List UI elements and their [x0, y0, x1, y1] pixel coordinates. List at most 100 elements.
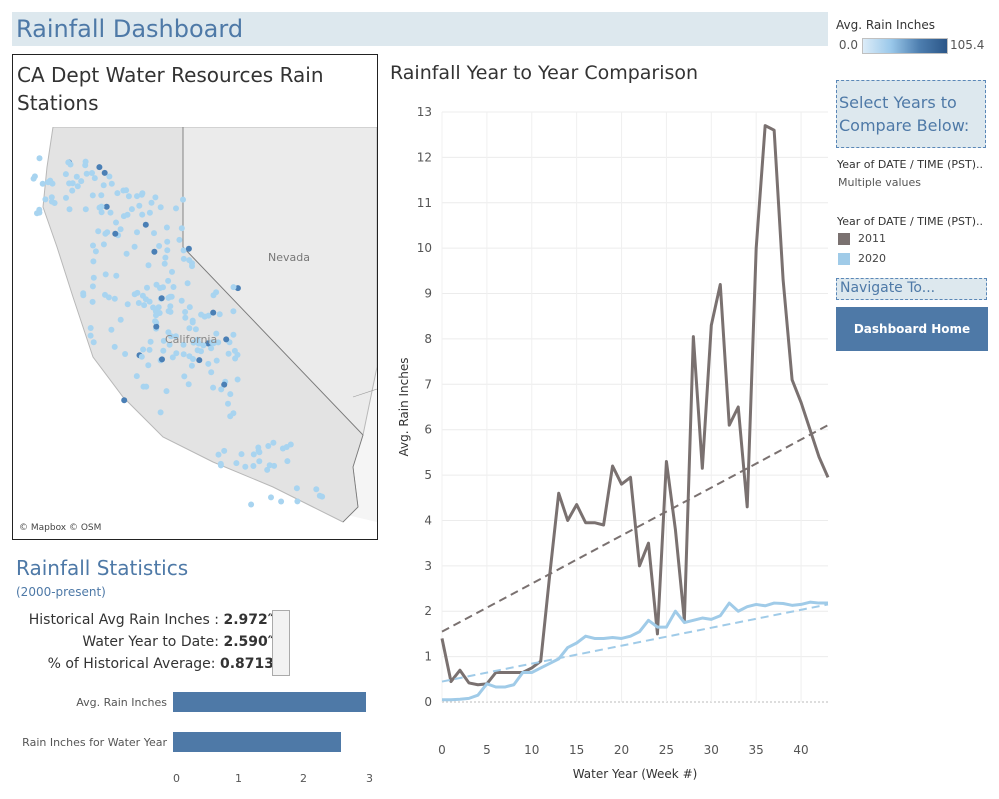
rain-station-dot[interactable]: [51, 200, 58, 206]
rain-station-dot[interactable]: [185, 381, 192, 388]
rain-station-dot[interactable]: [145, 262, 152, 269]
rain-station-dot[interactable]: [213, 330, 220, 337]
rain-station-dot[interactable]: [182, 314, 189, 321]
rain-station-dot[interactable]: [181, 373, 188, 380]
rain-station-dot[interactable]: [180, 247, 187, 254]
rain-station-dot[interactable]: [62, 171, 69, 178]
rain-station-dot[interactable]: [48, 194, 55, 201]
rain-station-dot[interactable]: [223, 336, 230, 343]
rain-station-dot[interactable]: [140, 383, 147, 390]
rain-station-dot[interactable]: [90, 242, 96, 249]
rain-station-dot[interactable]: [169, 354, 176, 361]
rain-station-dot[interactable]: [100, 182, 107, 189]
map-attribution[interactable]: © Mapbox © OSM: [19, 523, 102, 533]
rain-station-dot[interactable]: [232, 355, 239, 362]
rain-station-dot[interactable]: [101, 169, 108, 176]
rain-station-dot[interactable]: [120, 213, 127, 220]
rain-station-dot[interactable]: [135, 300, 142, 306]
rain-station-dot[interactable]: [161, 260, 168, 267]
rain-station-dot[interactable]: [196, 357, 203, 364]
rain-station-dot[interactable]: [225, 350, 232, 357]
rain-station-dot[interactable]: [319, 493, 326, 500]
rain-station-dot[interactable]: [178, 225, 185, 232]
rain-station-dot[interactable]: [134, 193, 140, 200]
rain-station-dot[interactable]: [242, 463, 249, 470]
rain-station-dot[interactable]: [271, 462, 278, 469]
rain-station-dot[interactable]: [150, 304, 157, 311]
rain-station-dot[interactable]: [128, 206, 135, 213]
rain-station-dot[interactable]: [78, 178, 85, 185]
rain-station-dot[interactable]: [104, 229, 111, 236]
rain-station-dot[interactable]: [162, 254, 169, 261]
rain-station-dot[interactable]: [138, 353, 145, 360]
rain-station-dot[interactable]: [231, 347, 238, 354]
rain-station-dot[interactable]: [208, 345, 215, 352]
year-filter-dropdown[interactable]: Multiple values: [838, 176, 921, 189]
rain-station-dot[interactable]: [213, 289, 220, 296]
rain-station-dot[interactable]: [167, 303, 174, 310]
rain-station-dot[interactable]: [125, 193, 132, 200]
rain-station-dot[interactable]: [112, 230, 119, 237]
rain-station-dot[interactable]: [255, 444, 262, 451]
rain-station-dot[interactable]: [140, 346, 147, 353]
rain-station-dot[interactable]: [160, 337, 167, 344]
rain-station-dot[interactable]: [225, 400, 231, 407]
rain-station-dot[interactable]: [89, 283, 96, 290]
rain-station-dot[interactable]: [157, 204, 164, 211]
rain-station-dot[interactable]: [156, 310, 163, 316]
rain-station-dot[interactable]: [227, 391, 234, 398]
rain-station-dot[interactable]: [217, 462, 224, 469]
rain-station-dot[interactable]: [136, 202, 143, 209]
rain-station-dot[interactable]: [39, 180, 46, 187]
rain-station-dot[interactable]: [189, 319, 196, 326]
rain-station-dot[interactable]: [157, 409, 164, 416]
rain-station-dot[interactable]: [98, 209, 105, 216]
rain-station-dot[interactable]: [153, 281, 160, 288]
rain-station-dot[interactable]: [184, 280, 191, 287]
rain-station-dot[interactable]: [230, 410, 237, 417]
rain-station-dot[interactable]: [250, 451, 257, 458]
rain-station-dot[interactable]: [90, 274, 97, 281]
year-2020-swatch[interactable]: [838, 253, 850, 265]
rain-station-dot[interactable]: [165, 329, 172, 336]
rain-station-dot[interactable]: [198, 348, 204, 355]
rain-station-dot[interactable]: [180, 196, 186, 203]
rain-station-dot[interactable]: [210, 384, 217, 391]
rain-station-dot[interactable]: [190, 356, 196, 362]
rain-station-dot[interactable]: [138, 191, 145, 198]
rain-station-dot[interactable]: [200, 342, 207, 349]
rain-station-dot[interactable]: [173, 205, 179, 212]
rain-station-dot[interactable]: [108, 326, 115, 333]
rain-station-dot[interactable]: [124, 301, 131, 308]
rain-station-dot[interactable]: [142, 296, 149, 303]
rain-station-dot[interactable]: [80, 292, 87, 299]
rain-station-dot[interactable]: [95, 228, 102, 235]
rain-station-dot[interactable]: [103, 203, 110, 210]
rain-station-dot[interactable]: [111, 295, 118, 302]
rain-station-dot[interactable]: [67, 161, 74, 168]
rain-station-dot[interactable]: [164, 238, 171, 245]
rain-station-dot[interactable]: [114, 190, 121, 197]
rain-station-dot[interactable]: [151, 230, 157, 237]
rain-station-dot[interactable]: [102, 271, 109, 278]
rain-station-dot[interactable]: [113, 272, 120, 279]
rain-station-dot[interactable]: [90, 339, 97, 346]
rain-station-dot[interactable]: [139, 211, 146, 218]
rain-station-dot[interactable]: [208, 369, 215, 376]
rain-station-dot[interactable]: [148, 199, 155, 206]
rain-station-dot[interactable]: [205, 360, 212, 367]
rain-station-dot[interactable]: [123, 250, 130, 257]
rain-station-dot[interactable]: [141, 302, 148, 309]
rain-station-dot[interactable]: [170, 284, 177, 290]
rain-station-dot[interactable]: [186, 325, 193, 332]
rain-station-dot[interactable]: [122, 351, 129, 357]
rain-station-dot[interactable]: [185, 245, 192, 252]
rain-station-dot[interactable]: [159, 356, 165, 363]
year-2011-swatch[interactable]: [838, 233, 850, 245]
rain-station-dot[interactable]: [145, 362, 152, 369]
rain-station-dot[interactable]: [89, 170, 95, 176]
rain-station-dot[interactable]: [91, 175, 98, 182]
rain-station-dot[interactable]: [147, 338, 154, 345]
rain-station-dot[interactable]: [234, 376, 241, 383]
rain-station-dot[interactable]: [107, 209, 114, 216]
